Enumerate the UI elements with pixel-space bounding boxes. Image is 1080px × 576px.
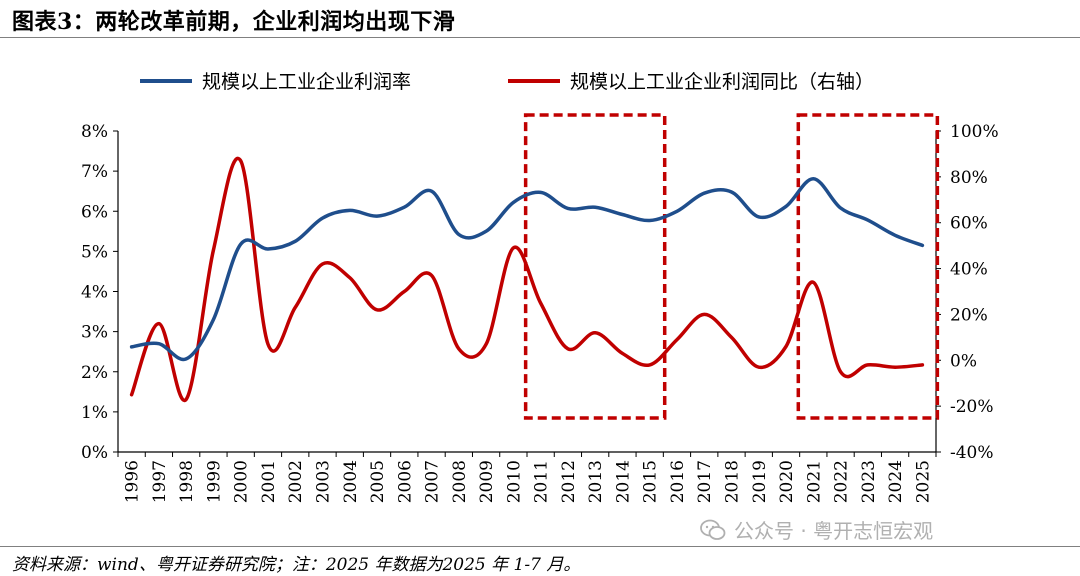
source-note: 资料来源：wind、粤开证券研究院；注：2025 年数据为2025 年 1-7 …	[12, 555, 581, 575]
x-tick-label: 2000	[232, 460, 252, 503]
x-tick-label: 2018	[723, 460, 743, 503]
x-tick-label: 1999	[204, 460, 224, 503]
watermark: 公众号 · 粤开志恒宏观	[700, 515, 933, 544]
left-tick-label: 8%	[81, 122, 108, 142]
x-tick-label: 2024	[886, 460, 906, 503]
x-tick-label: 2025	[913, 460, 933, 503]
x-tick-label: 2015	[641, 460, 661, 503]
highlight-box-2	[796, 113, 940, 420]
x-tick-label: 2008	[450, 460, 470, 503]
x-tick-label: 2009	[477, 460, 497, 503]
highlight-boxes	[523, 113, 940, 420]
x-tick-label: 2023	[859, 460, 879, 503]
x-tick-label: 2005	[368, 460, 388, 503]
right-tick-label: -40%	[950, 443, 994, 463]
x-tick-label: 2019	[750, 460, 770, 503]
x-tick-label: 2017	[695, 460, 715, 503]
x-tick-label: 1998	[177, 460, 197, 503]
x-tick-label: 2013	[586, 460, 606, 503]
watermark-text: 公众号 · 粤开志恒宏观	[734, 519, 934, 543]
right-tick-label: 100%	[950, 122, 999, 142]
right-tick-label: -20%	[950, 397, 994, 417]
x-tick-label: 2012	[559, 460, 579, 503]
chart-title: 图表3：两轮改革前期，企业利润均出现下滑	[12, 9, 456, 35]
left-tick-label: 1%	[81, 403, 108, 423]
series-line-profit-yoy	[129, 156, 925, 403]
title-divider	[0, 37, 1080, 38]
left-tick-label: 5%	[81, 242, 108, 262]
axes: 0% 1% 2% 3% 4% 5% 6% 7% 8% -40% -20% 0% 20% 40% 60% 80%…	[81, 122, 999, 503]
legend-label-1: 规模以上工业企业利润率	[202, 71, 411, 93]
legend-label-2: 规模以上工业企业利润同比（右轴）	[570, 71, 874, 93]
x-tick-label: 2004	[341, 460, 361, 503]
legend: 规模以上工业企业利润率 规模以上工业企业利润同比（右轴）	[140, 71, 874, 93]
x-tick-label: 1996	[123, 460, 143, 503]
left-tick-label: 2%	[81, 363, 108, 383]
left-tick-label: 4%	[81, 283, 108, 303]
x-tick-label: 2003	[314, 460, 334, 503]
right-tick-label: 20%	[950, 305, 988, 325]
x-tick-label: 2022	[832, 460, 852, 503]
x-tick-label: 2010	[504, 460, 524, 503]
left-tick-label: 3%	[81, 323, 108, 343]
x-tick-label: 2001	[259, 460, 279, 503]
left-tick-label: 0%	[81, 443, 108, 463]
x-tick-label: 2020	[777, 460, 797, 503]
footer-divider	[0, 546, 1080, 547]
x-tick-label: 1997	[150, 460, 170, 503]
chart: 0% 1% 2% 3% 4% 5% 6% 7% 8% -40% -20% 0% 20% 40% 60% 80%…	[81, 71, 999, 503]
x-tick-label: 2014	[613, 460, 633, 503]
left-tick-label: 7%	[81, 162, 108, 182]
x-tick-label: 2016	[668, 460, 688, 503]
x-tick-label: 2011	[532, 460, 552, 503]
right-tick-label: 40%	[950, 260, 988, 280]
series-line-profit-margin	[129, 176, 925, 362]
x-tick-label: 2021	[804, 460, 824, 503]
x-tick-label: 2007	[423, 460, 443, 503]
highlight-box-1	[523, 113, 667, 420]
right-tick-label: 0%	[950, 351, 977, 371]
right-tick-label: 80%	[950, 168, 988, 188]
series-lines	[129, 156, 925, 403]
wechat-icon	[700, 519, 726, 540]
x-tick-label: 2006	[395, 460, 415, 503]
left-tick-label: 6%	[81, 202, 108, 222]
x-tick-label: 2002	[286, 460, 306, 503]
right-tick-label: 60%	[950, 214, 988, 234]
